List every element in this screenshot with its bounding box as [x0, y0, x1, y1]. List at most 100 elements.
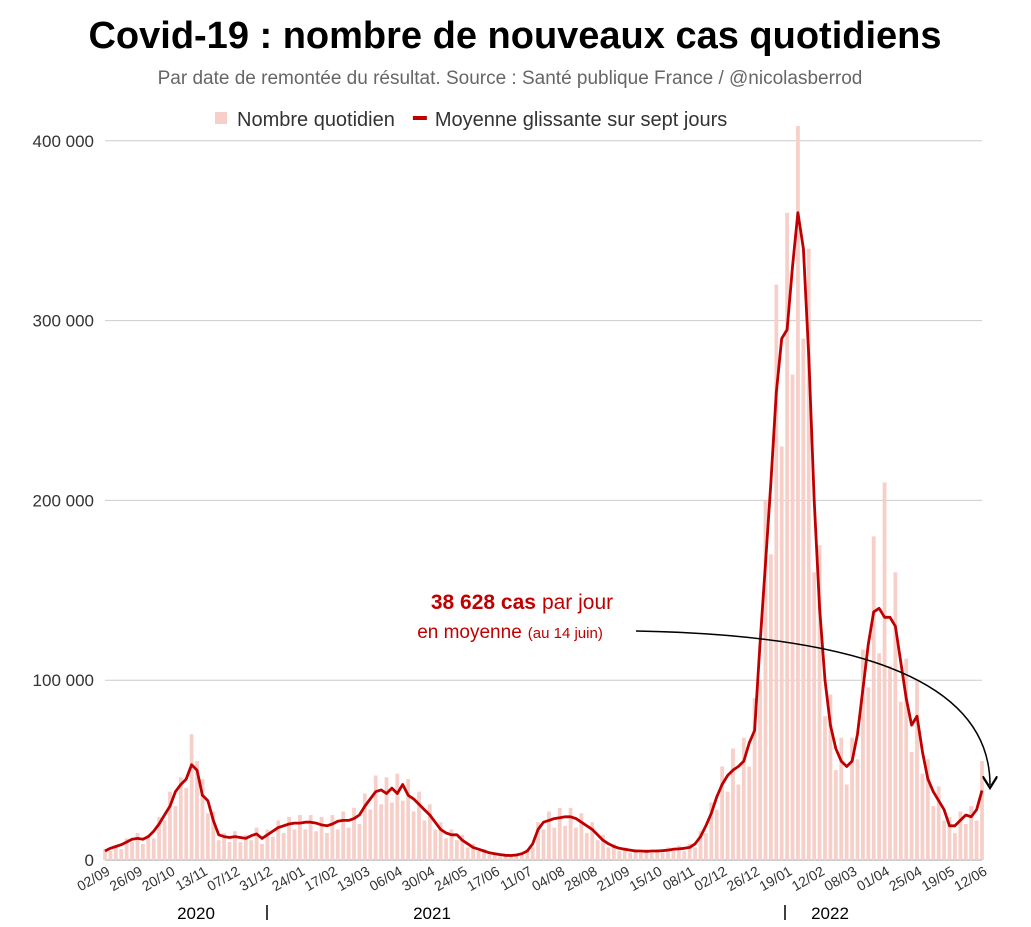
- bar: [942, 820, 946, 860]
- bar: [925, 759, 930, 860]
- bar: [676, 845, 681, 860]
- bar: [693, 847, 697, 860]
- bar: [909, 752, 914, 860]
- bar: [525, 849, 530, 860]
- bar: [709, 802, 714, 860]
- bar: [487, 854, 492, 860]
- bar: [666, 847, 670, 860]
- bar: [584, 833, 589, 860]
- bar: [882, 482, 887, 860]
- bar: [579, 813, 584, 860]
- bar: [444, 838, 448, 860]
- line: [104, 211, 984, 857]
- bar: [779, 446, 784, 860]
- bar: [243, 834, 248, 860]
- bar: [482, 849, 486, 860]
- bar: [958, 811, 963, 860]
- x-tick-label: 13/03: [334, 863, 373, 894]
- bar: [823, 716, 827, 860]
- bar: [216, 840, 221, 860]
- x-tick-label: 19/05: [919, 863, 958, 894]
- x-tick-label: 08/11: [660, 863, 698, 894]
- bar: [433, 829, 438, 860]
- y-tick-label: 300 000: [33, 312, 94, 331]
- bar: [861, 649, 865, 860]
- bar: [655, 849, 660, 860]
- bar: [292, 829, 297, 860]
- bar: [449, 829, 454, 860]
- legend-label: Moyenne glissante sur sept jours: [435, 109, 727, 131]
- bar: [725, 791, 730, 860]
- annotation-value: 38 628 cas: [431, 591, 536, 614]
- bar: [135, 833, 140, 860]
- bar: [411, 811, 416, 860]
- bar: [319, 816, 324, 860]
- x-tick-label: 07/12: [204, 863, 243, 894]
- bar: [801, 338, 806, 861]
- bar: [460, 834, 465, 860]
- bar: [200, 779, 205, 860]
- x-tick-label: 26/12: [724, 863, 763, 894]
- bar: [211, 811, 216, 860]
- bar: [157, 816, 162, 860]
- bar: [915, 680, 919, 860]
- bar: [330, 815, 335, 860]
- year-label: 2021: [413, 904, 451, 923]
- bar: [308, 815, 313, 860]
- bar: [904, 658, 909, 860]
- bar: [839, 737, 844, 860]
- bar: [687, 843, 692, 860]
- bar: [195, 761, 199, 860]
- bar: [173, 806, 178, 860]
- x-tick-label: 08/03: [821, 863, 860, 894]
- legend-swatch: [412, 116, 427, 120]
- bar: [530, 847, 535, 860]
- x-tick-label: 12/06: [951, 863, 990, 894]
- bar: [980, 761, 984, 860]
- bar: [768, 554, 773, 860]
- bar: [563, 825, 568, 860]
- bar: [844, 784, 849, 860]
- legend: Nombre quotidien Moyenne glissante sur se…: [215, 109, 727, 131]
- bar: [395, 773, 400, 860]
- legend-label: Nombre quotidien: [237, 109, 395, 131]
- bar: [752, 698, 757, 860]
- bar: [601, 834, 605, 860]
- bar: [314, 831, 319, 860]
- annotation-note: (au 14 juin): [528, 625, 603, 642]
- bar: [790, 374, 795, 860]
- x-tick-label: 24/01: [269, 863, 308, 894]
- x-tick-label: 28/08: [561, 863, 600, 894]
- bar: [920, 773, 925, 860]
- bar: [888, 665, 892, 860]
- annotation-line2: en moyenne (au 14 juin): [417, 622, 603, 643]
- bar: [113, 845, 118, 860]
- bar: [660, 852, 665, 860]
- bar: [953, 833, 957, 860]
- bar: [633, 849, 638, 860]
- bar: [774, 284, 779, 860]
- x-tick-label: 31/12: [237, 863, 276, 894]
- bar: [346, 827, 351, 860]
- bar: [893, 572, 898, 860]
- x-tick-label: 17/06: [464, 863, 503, 894]
- bar: [233, 831, 237, 860]
- bar: [384, 777, 389, 860]
- bar: [741, 737, 746, 860]
- bar: [260, 843, 264, 860]
- bar: [785, 212, 790, 861]
- bar: [720, 766, 725, 860]
- bar: [119, 849, 124, 860]
- bar: [963, 824, 968, 860]
- annotation-arrow: [635, 630, 990, 785]
- bar: [877, 653, 882, 860]
- bar: [714, 809, 719, 860]
- bar: [379, 804, 383, 860]
- bar: [817, 545, 822, 860]
- bar: [519, 854, 524, 860]
- bar: [341, 811, 346, 860]
- bar: [931, 806, 936, 860]
- bar: [184, 788, 189, 860]
- bar: [335, 829, 340, 860]
